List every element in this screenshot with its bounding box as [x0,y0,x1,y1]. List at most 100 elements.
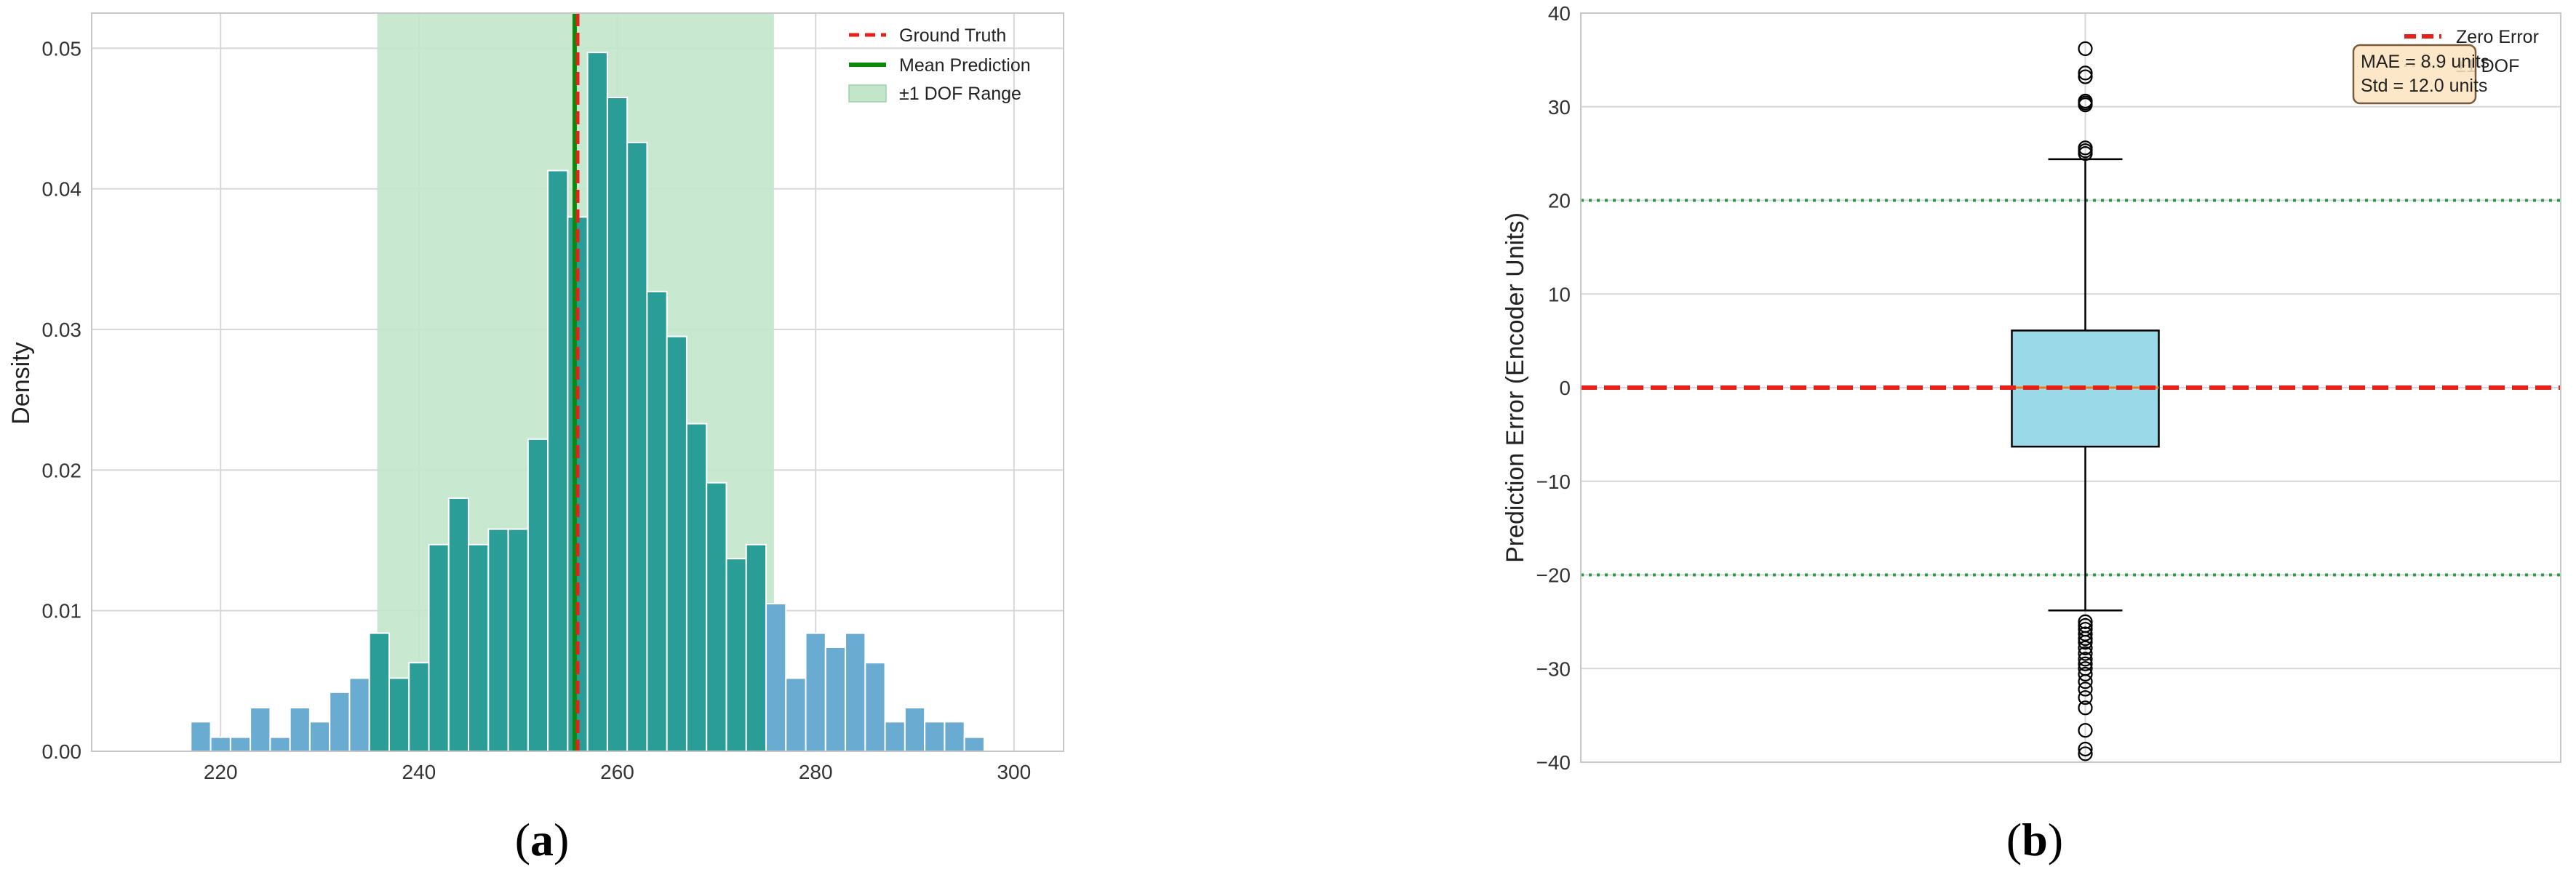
legend-label-dof-range: ±1 DOF Range [899,84,1021,104]
outlier-point-13 [2078,631,2093,647]
histogram-bar-27 [725,558,747,753]
y-tick-label-b-8: 40 [1548,2,1571,25]
histogram-bar-7 [329,691,351,752]
histogram-bar-0 [190,721,212,753]
x-tick-labels-a: 220 240 260 280 300 [204,761,1031,783]
histogram-bar-33 [845,632,866,752]
histogram-bar-23 [646,290,668,752]
histogram-bar-5 [289,707,311,752]
panel-b-boxplot: −40 −30 −20 −10 0 10 20 30 40 Prediction Error (… [1502,2,2561,865]
histogram-bar-37 [924,721,946,753]
histogram-bar-6 [308,721,331,753]
outlier-point-22 [2078,681,2093,697]
outlier-points [2078,41,2093,761]
histogram-bar-21 [606,97,629,752]
histogram-bar-28 [745,543,767,752]
outlier-point-18 [2078,656,2093,671]
histogram-bar-29 [765,603,787,752]
outlier-point-24 [2078,700,2093,716]
outlier-point-16 [2078,646,2093,661]
stats-std: Std = 12.0 units [2361,76,2487,96]
y-tick-label-b-1: −30 [1536,657,1571,680]
outlier-point-17 [2078,652,2093,667]
stats-box: MAE = 8.9 units Std = 12.0 units [2352,44,2489,105]
y-tick-labels-b: −40 −30 −20 −10 0 10 20 30 40 [1536,2,1571,774]
histogram-bar-14 [468,543,490,752]
y-tick-label-a-1: 0.01 [42,600,82,623]
histogram-bar-35 [884,721,906,753]
histogram-bar-36 [904,707,926,752]
y-tick-label-a-4: 0.04 [42,178,82,201]
outlier-point-21 [2078,674,2093,689]
histogram-bar-8 [348,677,370,753]
histogram-bar-12 [428,543,450,752]
outlier-point-27 [2078,746,2093,761]
x-tick-label-a-0: 220 [204,761,238,783]
plot-frame-a [91,12,1064,752]
outlier-point-6 [2078,69,2093,84]
histogram-bar-17 [527,438,549,752]
stats-mae: MAE = 8.9 units [2361,52,2489,72]
histogram-bar-20 [586,52,608,752]
y-axis-label-b: Prediction Error (Encoder Units) [1502,212,1529,563]
y-tick-label-a-5: 0.05 [42,37,82,60]
histogram-bar-9 [368,632,390,752]
outlier-point-5 [2078,93,2093,109]
y-tick-label-a-2: 0.02 [42,459,82,481]
histogram-bar-38 [944,721,965,753]
outlier-point-9 [2078,614,2093,629]
x-tick-label-a-1: 240 [402,761,436,783]
x-tick-label-a-2: 260 [600,761,634,783]
stats-box-frame [2352,44,2477,105]
outlier-point-2 [2078,140,2093,156]
histogram-bar-22 [626,141,648,753]
histogram-bar-3 [250,707,271,752]
histogram-bar-15 [487,528,509,752]
panel-label-b: (b) [2006,814,2063,865]
outlier-point-23 [2078,690,2093,705]
histogram-bar-11 [408,662,430,753]
outlier-point-14 [2078,635,2093,650]
y-tick-label-b-5: 10 [1548,283,1571,305]
y-tick-label-b-4: 0 [1559,377,1571,399]
histogram-bar-4 [269,736,291,753]
y-tick-label-a-3: 0.03 [42,319,82,341]
legend-swatch-dof-range [848,84,887,103]
histogram-bar-10 [388,677,410,753]
legend-label-ground-truth: Ground Truth [899,25,1006,46]
y-tick-labels-a: 0.00 0.01 0.02 0.03 0.04 0.05 [42,37,82,763]
histogram-bar-31 [805,632,826,752]
outlier-point-12 [2078,626,2093,641]
panel-label-a: (a) [515,814,570,865]
y-axis-label-a: Density [7,342,35,424]
outlier-point-25 [2078,723,2093,738]
legend-label-zero-error: Zero Error [2456,27,2539,47]
outlier-point-15 [2078,640,2093,656]
histogram-bar-13 [447,497,470,752]
legend-a: Ground Truth Mean Prediction ±1 DOF Rang… [848,25,1031,104]
y-tick-label-b-7: 30 [1548,96,1571,119]
plot-frame-b [1580,12,2561,763]
panel-a-histogram: 220 240 260 280 300 0.00 0.01 0.02 0.03 0.04 0.05… [7,12,1064,865]
y-tick-label-b-0: −40 [1536,751,1571,774]
x-tick-label-a-4: 300 [997,761,1031,783]
histogram-bar-25 [685,423,708,752]
outlier-point-7 [2078,65,2093,81]
histogram-bar-2 [229,736,252,753]
histogram-bars [190,52,985,753]
outlier-point-26 [2078,741,2093,757]
histogram-bar-32 [824,646,847,753]
y-tick-label-a-0: 0.00 [42,740,82,763]
histogram-bar-18 [547,169,569,753]
histogram-bar-26 [706,481,727,752]
histogram-bar-39 [963,736,985,753]
histogram-bar-1 [210,736,231,753]
histogram-bar-30 [785,677,807,753]
outlier-point-8 [2078,41,2093,57]
histogram-bar-16 [507,528,529,752]
histogram-bar-34 [864,662,886,753]
legend-label-mean-prediction: Mean Prediction [899,55,1031,76]
y-tick-label-b-3: −10 [1536,471,1571,493]
y-tick-label-b-2: −20 [1536,564,1571,587]
